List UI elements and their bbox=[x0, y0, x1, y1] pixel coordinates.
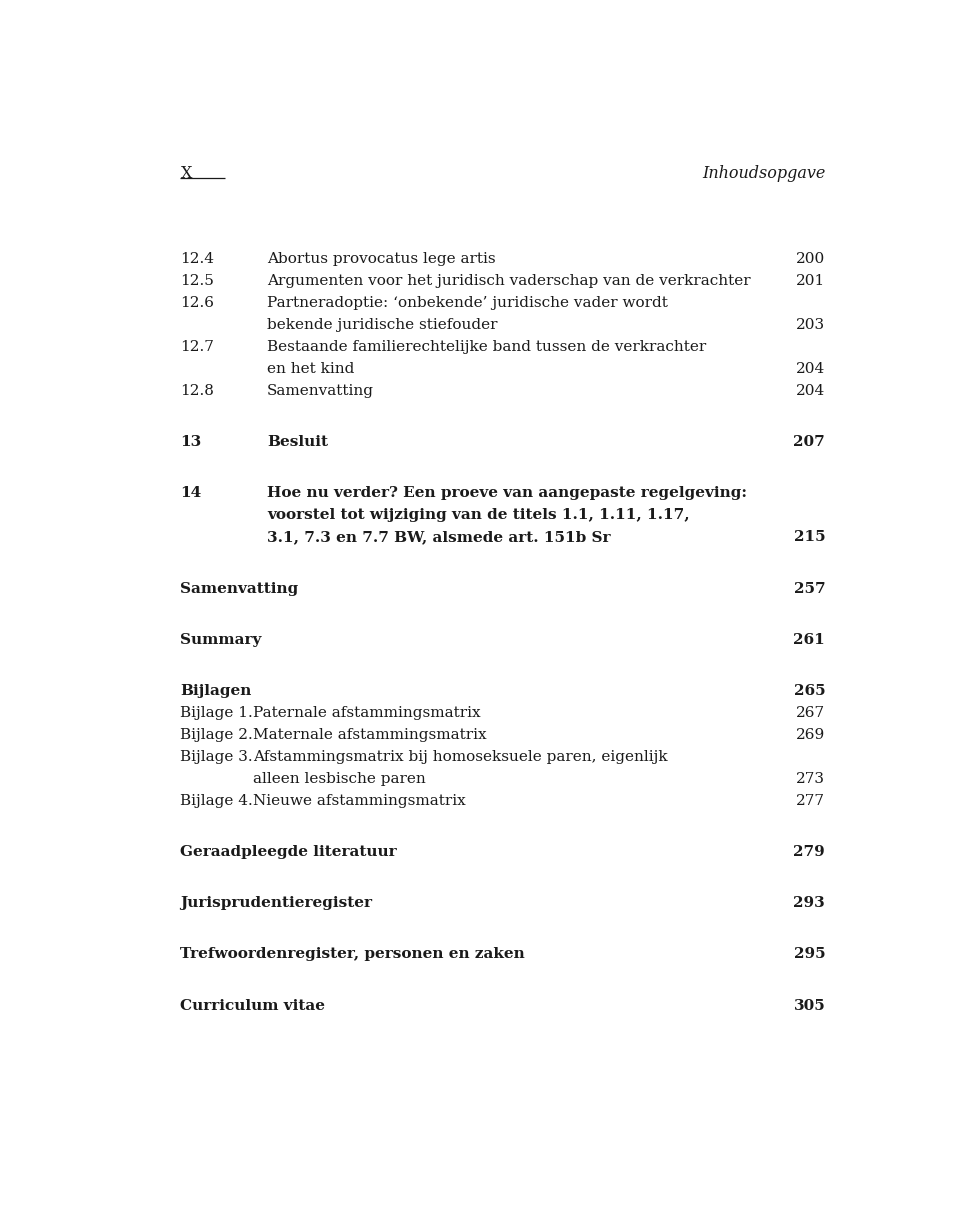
Text: Besluit: Besluit bbox=[267, 435, 328, 449]
Text: Paternale afstammingsmatrix: Paternale afstammingsmatrix bbox=[253, 706, 481, 719]
Text: 204: 204 bbox=[796, 363, 826, 376]
Text: Abortus provocatus lege artis: Abortus provocatus lege artis bbox=[267, 252, 496, 266]
Text: bekende juridische stiefouder: bekende juridische stiefouder bbox=[267, 318, 497, 333]
Text: 261: 261 bbox=[794, 633, 826, 647]
Text: 305: 305 bbox=[794, 999, 826, 1012]
Text: 215: 215 bbox=[794, 530, 826, 545]
Text: alleen lesbische paren: alleen lesbische paren bbox=[253, 771, 426, 786]
Text: Bijlage 1.: Bijlage 1. bbox=[180, 706, 253, 719]
Text: Jurisprudentieregister: Jurisprudentieregister bbox=[180, 897, 372, 910]
Text: 295: 295 bbox=[794, 947, 826, 962]
Text: Geraadpleegde literatuur: Geraadpleegde literatuur bbox=[180, 845, 397, 859]
Text: 12.7: 12.7 bbox=[180, 340, 214, 354]
Text: Bijlage 3.: Bijlage 3. bbox=[180, 750, 253, 764]
Text: 267: 267 bbox=[796, 706, 826, 719]
Text: Trefwoordenregister, personen en zaken: Trefwoordenregister, personen en zaken bbox=[180, 947, 525, 962]
Text: 14: 14 bbox=[180, 487, 202, 500]
Text: 12.5: 12.5 bbox=[180, 275, 214, 288]
Text: Samenvatting: Samenvatting bbox=[180, 582, 299, 595]
Text: Samenvatting: Samenvatting bbox=[267, 384, 374, 398]
Text: 279: 279 bbox=[794, 845, 826, 859]
Text: Afstammingsmatrix bij homoseksuele paren, eigenlijk: Afstammingsmatrix bij homoseksuele paren… bbox=[253, 750, 668, 764]
Text: 265: 265 bbox=[794, 684, 826, 698]
Text: 12.6: 12.6 bbox=[180, 296, 214, 311]
Text: 3.1, 7.3 en 7.7 BW, alsmede art. 151b Sr: 3.1, 7.3 en 7.7 BW, alsmede art. 151b Sr bbox=[267, 530, 611, 545]
Text: 12.4: 12.4 bbox=[180, 252, 214, 266]
Text: 269: 269 bbox=[796, 728, 826, 742]
Text: Argumenten voor het juridisch vaderschap van de verkrachter: Argumenten voor het juridisch vaderschap… bbox=[267, 275, 751, 288]
Text: 293: 293 bbox=[794, 897, 826, 910]
Text: 201: 201 bbox=[796, 275, 826, 288]
Text: Bijlage 4.: Bijlage 4. bbox=[180, 794, 253, 807]
Text: en het kind: en het kind bbox=[267, 363, 354, 376]
Text: Hoe nu verder? Een proeve van aangepaste regelgeving:: Hoe nu verder? Een proeve van aangepaste… bbox=[267, 487, 747, 500]
Text: Summary: Summary bbox=[180, 633, 262, 647]
Text: X: X bbox=[180, 165, 192, 182]
Text: Bijlage 2.: Bijlage 2. bbox=[180, 728, 253, 742]
Text: 203: 203 bbox=[796, 318, 826, 333]
Text: 273: 273 bbox=[796, 771, 826, 786]
Text: Inhoudsopgave: Inhoudsopgave bbox=[702, 165, 826, 182]
Text: 257: 257 bbox=[794, 582, 826, 595]
Text: Maternale afstammingsmatrix: Maternale afstammingsmatrix bbox=[253, 728, 487, 742]
Text: voorstel tot wijziging van de titels 1.1, 1.11, 1.17,: voorstel tot wijziging van de titels 1.1… bbox=[267, 509, 690, 523]
Text: Nieuwe afstammingsmatrix: Nieuwe afstammingsmatrix bbox=[253, 794, 466, 807]
Text: Bijlagen: Bijlagen bbox=[180, 684, 252, 698]
Text: Partneradoptie: ‘onbekende’ juridische vader wordt: Partneradoptie: ‘onbekende’ juridische v… bbox=[267, 296, 668, 311]
Text: 207: 207 bbox=[794, 435, 826, 449]
Text: 204: 204 bbox=[796, 384, 826, 398]
Text: 200: 200 bbox=[796, 252, 826, 266]
Text: Bestaande familierechtelijke band tussen de verkrachter: Bestaande familierechtelijke band tussen… bbox=[267, 340, 707, 354]
Text: Curriculum vitae: Curriculum vitae bbox=[180, 999, 325, 1012]
Text: 277: 277 bbox=[796, 794, 826, 807]
Text: 13: 13 bbox=[180, 435, 202, 449]
Text: 12.8: 12.8 bbox=[180, 384, 214, 398]
